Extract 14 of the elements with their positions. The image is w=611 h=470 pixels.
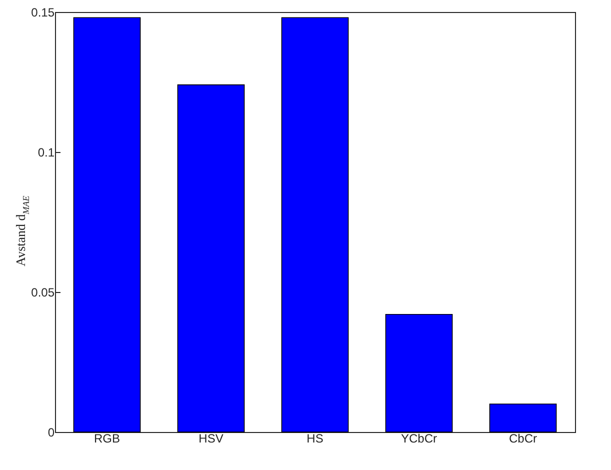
x-tick-label: HSV xyxy=(198,432,224,446)
y-tick-label: 0.15 xyxy=(31,6,55,20)
bar xyxy=(385,314,453,432)
bar xyxy=(177,84,245,432)
bar xyxy=(281,17,349,432)
x-tick-label: YCbCr xyxy=(400,432,438,446)
bar xyxy=(73,17,141,432)
x-tick-label: HS xyxy=(306,432,324,446)
y-tick-label: 0.1 xyxy=(38,146,55,160)
x-tick-label: CbCr xyxy=(508,432,538,446)
x-tick-label: RGB xyxy=(94,432,120,446)
y-tick-label: 0.05 xyxy=(31,286,55,300)
bar xyxy=(489,404,557,432)
y-tick-label: 0 xyxy=(48,426,55,440)
